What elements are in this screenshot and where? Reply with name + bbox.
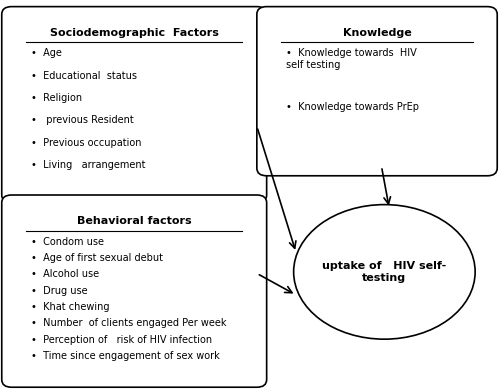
Text: •  Age: • Age (31, 48, 62, 58)
Text: Behavioral factors: Behavioral factors (77, 216, 192, 226)
Text: •  Condom use: • Condom use (31, 236, 104, 246)
Text: •  Knowledge towards PrEp: • Knowledge towards PrEp (286, 102, 420, 112)
Ellipse shape (294, 205, 475, 339)
Text: •  Knowledge towards  HIV
self testing: • Knowledge towards HIV self testing (286, 48, 417, 70)
Text: •  Drug use: • Drug use (31, 285, 88, 296)
Text: •  Khat chewing: • Khat chewing (31, 302, 110, 312)
Text: •  Time since engagement of sex work: • Time since engagement of sex work (31, 351, 220, 361)
Text: •  Educational  status: • Educational status (31, 71, 137, 81)
Text: •  Age of first sexual debut: • Age of first sexual debut (31, 253, 163, 263)
FancyBboxPatch shape (2, 7, 266, 203)
Text: uptake of   HIV self-
testing: uptake of HIV self- testing (322, 261, 446, 283)
Text: •  Alcohol use: • Alcohol use (31, 269, 100, 279)
Text: Knowledge: Knowledge (342, 28, 411, 38)
Text: •  Perception of   risk of HIV infection: • Perception of risk of HIV infection (31, 335, 212, 344)
FancyBboxPatch shape (257, 7, 497, 176)
Text: •   previous Resident: • previous Resident (31, 115, 134, 126)
FancyBboxPatch shape (2, 195, 266, 387)
Text: •  Religion: • Religion (31, 93, 82, 103)
Text: •  Number  of clients engaged Per week: • Number of clients engaged Per week (31, 318, 226, 328)
Text: •  Previous occupation: • Previous occupation (31, 138, 142, 148)
Text: •  Living   arrangement: • Living arrangement (31, 160, 146, 170)
Text: Sociodemographic  Factors: Sociodemographic Factors (50, 28, 218, 38)
